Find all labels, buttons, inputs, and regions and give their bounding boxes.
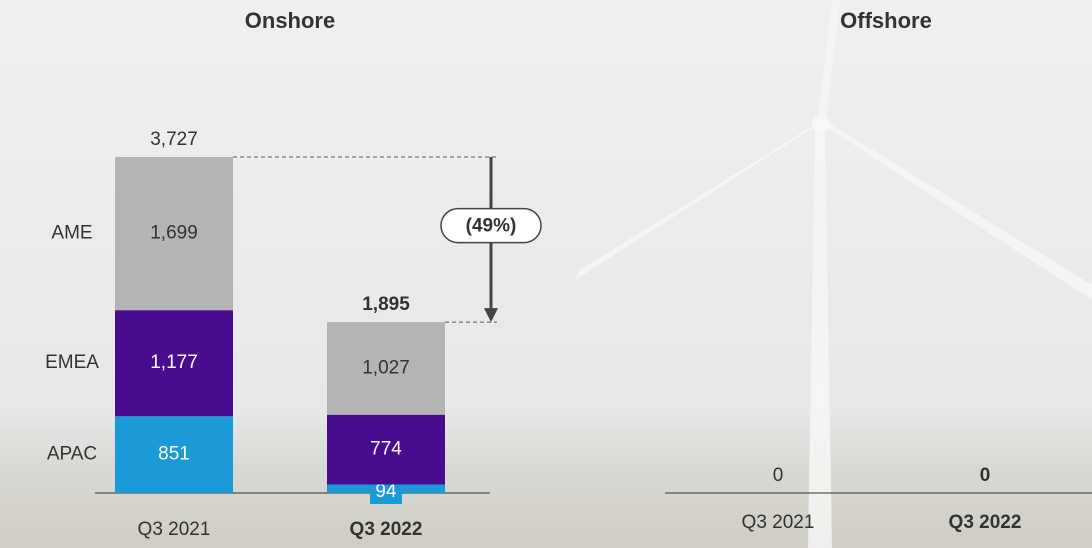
annotation-oval <box>440 207 542 244</box>
chart-title: Offshore <box>840 8 932 33</box>
x-tick-label: Q3 2022 <box>350 519 423 540</box>
turbine <box>575 0 1092 548</box>
total-label: 3,727 <box>150 129 198 150</box>
bar-segment <box>115 157 233 311</box>
value-label: 851 <box>158 444 190 465</box>
legend-label: APAC <box>47 444 97 465</box>
value-label: 1,177 <box>150 352 198 373</box>
arrow-head <box>484 308 498 323</box>
legend-label: EMEA <box>45 352 99 373</box>
x-tick-label: Q3 2022 <box>949 512 1022 533</box>
total-label: 1,895 <box>362 294 410 315</box>
bar-segment <box>327 414 445 485</box>
x-tick-label: Q3 2021 <box>742 512 815 533</box>
x-tick-label: Q3 2021 <box>138 519 211 540</box>
value-label: 1,699 <box>150 223 198 244</box>
value-label: 94 <box>375 481 397 502</box>
value-label: 1,027 <box>362 357 410 378</box>
value-label: 774 <box>370 439 402 460</box>
value-label: 0 <box>773 465 784 486</box>
bar-segment <box>327 322 445 415</box>
chart-title: Onshore <box>245 8 335 33</box>
bar-segment <box>115 310 233 417</box>
value-label: 0 <box>980 465 991 486</box>
annotation: (49%) <box>466 216 517 237</box>
legend-label: AME <box>51 223 92 244</box>
bar-segment <box>115 416 233 493</box>
